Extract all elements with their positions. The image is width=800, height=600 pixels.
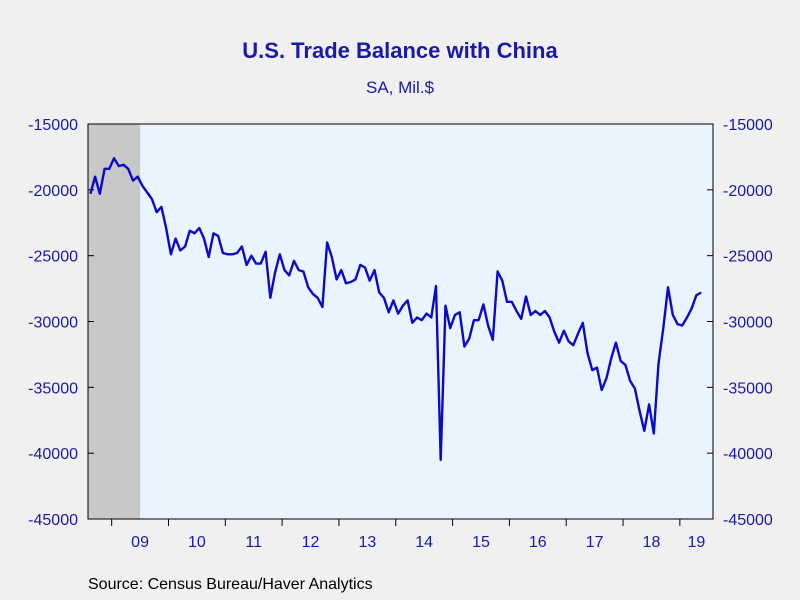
x-tick-label: 16 [529, 534, 547, 551]
chart-title: U.S. Trade Balance with China [242, 38, 558, 63]
x-tick-label: 18 [643, 534, 661, 551]
plot-area [88, 124, 713, 519]
y-tick-label-right: -15000 [723, 117, 773, 134]
x-tick-label: 17 [586, 534, 604, 551]
y-tick-label-left: -40000 [28, 446, 78, 463]
y-tick-label-left: -45000 [28, 512, 78, 529]
x-tick-label: 12 [302, 534, 320, 551]
y-tick-label-right: -40000 [723, 446, 773, 463]
y-tick-label-left: -15000 [28, 117, 78, 134]
y-tick-label-right: -35000 [723, 380, 773, 397]
x-tick-label: 09 [131, 534, 149, 551]
y-tick-label-right: -30000 [723, 315, 773, 332]
y-tick-label-left: -25000 [28, 249, 78, 266]
x-tick-label: 15 [472, 534, 490, 551]
x-tick-label: 13 [358, 534, 376, 551]
source-note: Source: Census Bureau/Haver Analytics [88, 576, 373, 593]
y-tick-label-right: -45000 [723, 512, 773, 529]
recession-shading [88, 124, 141, 519]
x-tick-label: 14 [415, 534, 433, 551]
x-tick-label: 10 [188, 534, 206, 551]
x-tick-label: 11 [245, 534, 262, 551]
y-tick-label-left: -30000 [28, 315, 78, 332]
chart-subtitle: SA, Mil.$ [365, 78, 435, 97]
y-tick-label-left: -20000 [28, 183, 78, 200]
y-tick-label-left: -35000 [28, 380, 78, 397]
y-tick-label-right: -20000 [723, 183, 773, 200]
series-line [89, 156, 702, 461]
y-tick-label-right: -25000 [723, 249, 773, 266]
x-tick-label: 19 [688, 534, 706, 551]
